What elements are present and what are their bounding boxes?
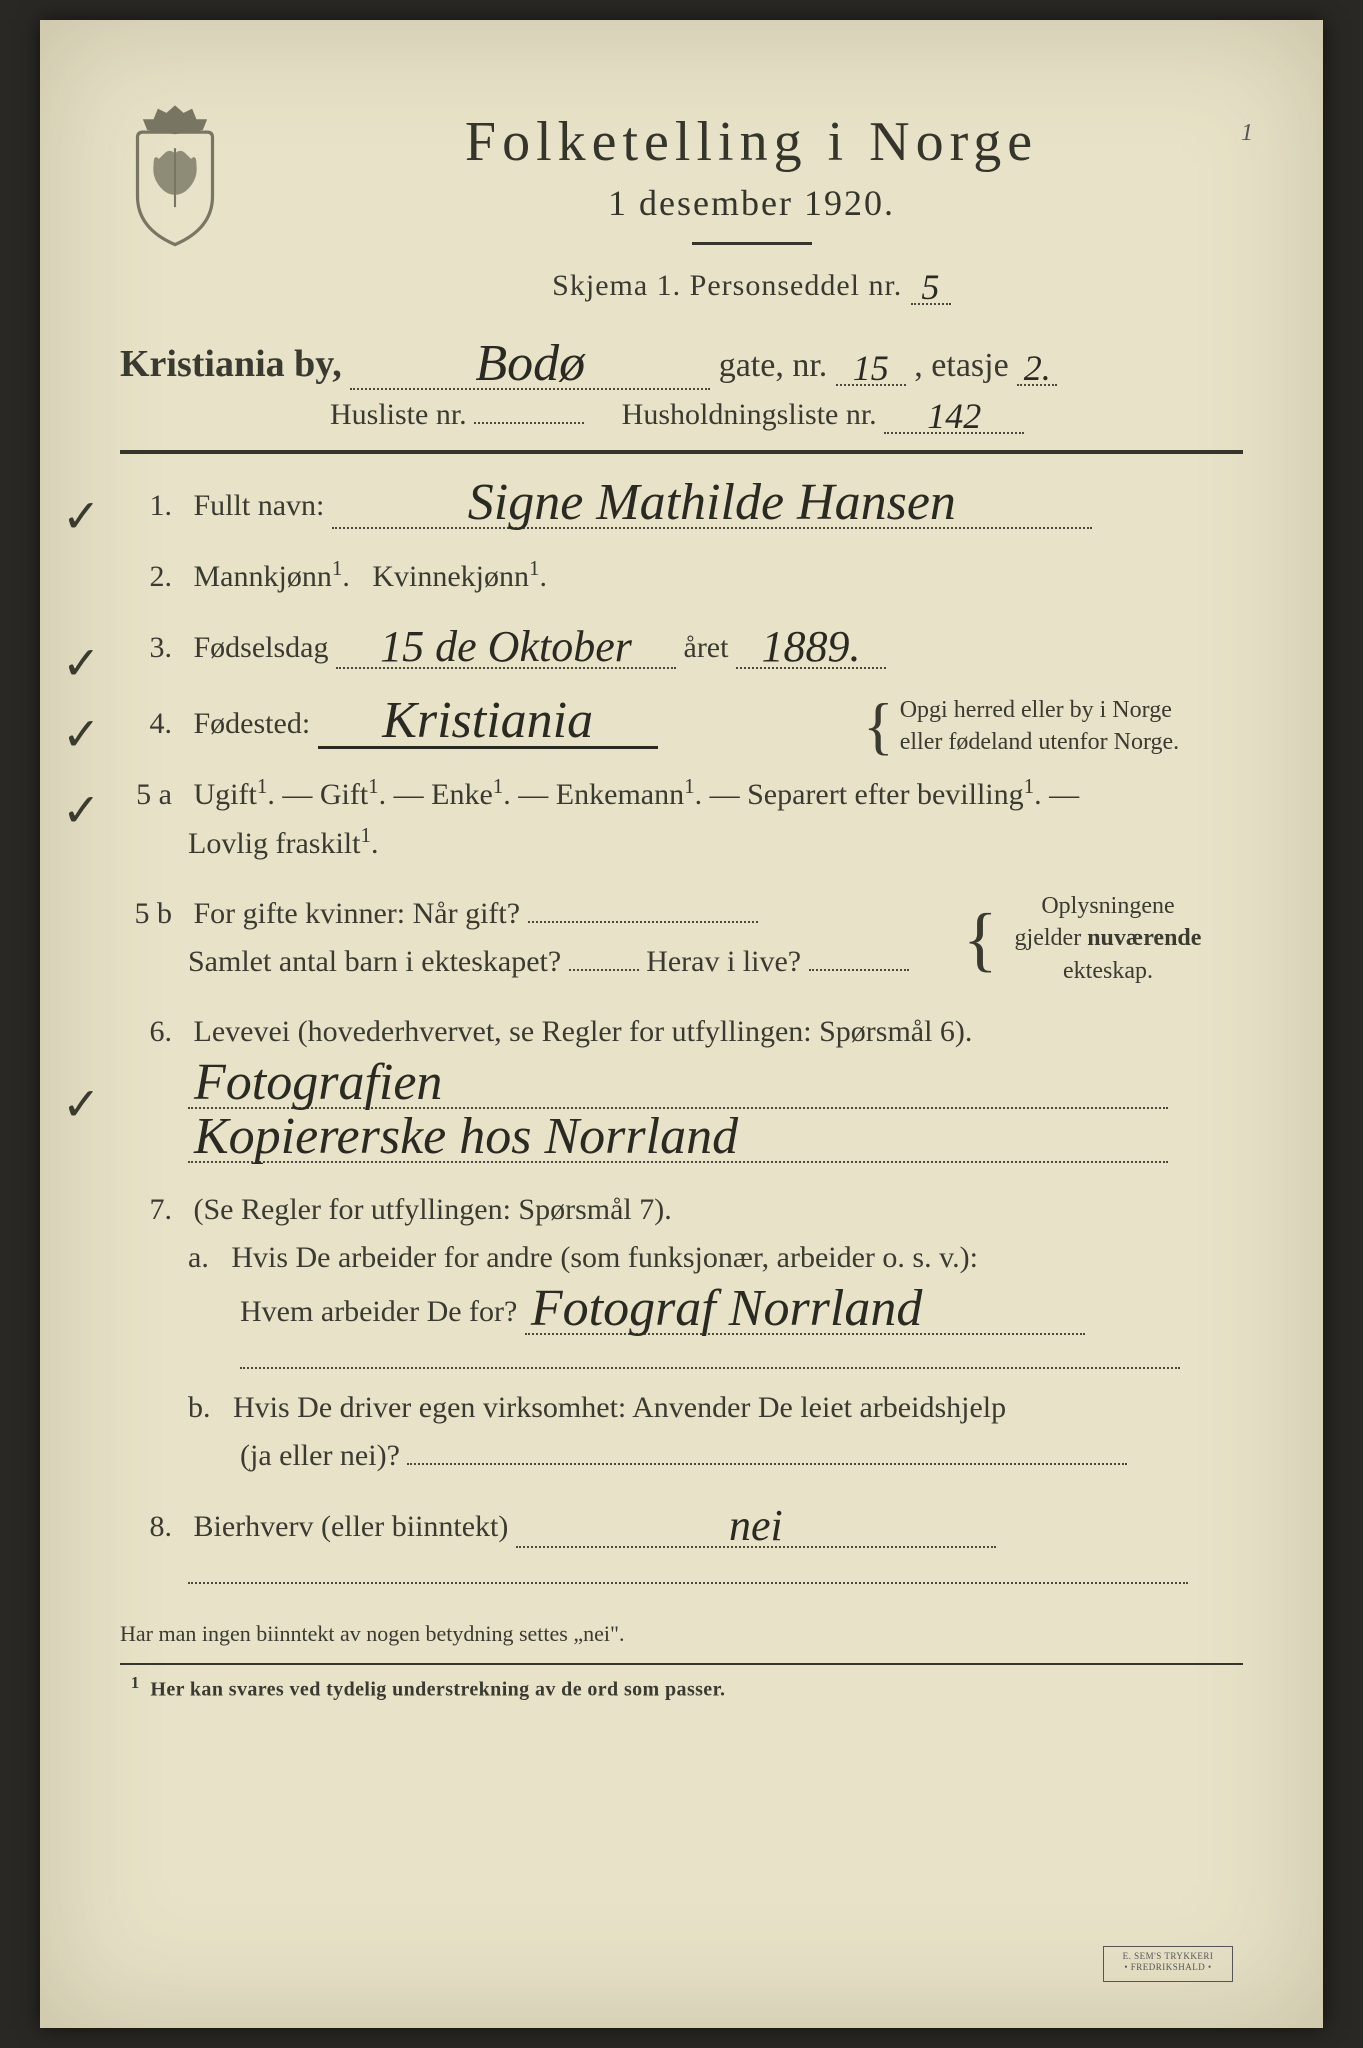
subtitle-date: 1 desember 1920. [260,182,1243,224]
check-icon: ✓ [62,1068,101,1142]
check-icon: ✓ [62,480,101,554]
husliste-nr [474,422,584,424]
q5b-note1: Oplysningene [1041,893,1174,919]
husliste-label: Husliste nr. [330,398,467,431]
q6-value1: Fotografien [188,1060,1168,1109]
address-row: Kristiania by, Bodø gate, nr. 15 , etasj… [120,337,1243,386]
printer-stamp: E. SEM'S TRYKKERI • FREDRIKSHALD • [1103,1946,1233,1982]
q4-row: ✓ { Opgi herred eller by i Norge eller f… [120,694,1243,748]
opt-ugift: Ugift1. [194,778,275,811]
footnote-1: Har man ingen biinntekt av nogen betydni… [120,1621,1243,1647]
q7b-label1: Hvis De driver egen virksomhet: Anvender… [233,1391,1006,1424]
q2-male: Mannkjønn1. [194,560,350,593]
q1-num: 1. [120,482,172,530]
q4-num: 4. [120,700,172,748]
q3-day: 15 de Oktober [336,627,676,669]
q5b-note2: gjelder [1015,925,1082,951]
q6-label: Levevei (hovederhvervet, se Regler for u… [194,1015,973,1048]
q7a-label2: Hvem arbeider De for? [240,1295,517,1328]
q5b-note2b: nuværende [1087,925,1201,951]
header: Folketelling i Norge 1 desember 1920. Sk… [120,90,1243,303]
q1-label: Fullt navn: [194,489,325,522]
etasje-label: , etasje [914,347,1008,384]
q5a-num: 5 a [120,771,172,819]
q5b-label3: Herav i live? [646,945,801,978]
check-icon: ✓ [62,774,101,848]
skjema-label: Skjema 1. Personseddel nr. [552,269,902,302]
stamp-line1: E. SEM'S TRYKKERI [1123,1951,1214,1961]
stamp-line2: • FREDRIKSHALD • [1124,1962,1211,1972]
coat-of-arms-icon [120,100,230,250]
city-label: Kristiania by, [120,343,342,385]
q6-row: 6. Levevei (hovederhvervet, se Regler fo… [120,1008,1243,1164]
q3-num: 3. [120,624,172,672]
q8-label: Bierhverv (eller biinntekt) [194,1510,509,1543]
opt-separert: Separert efter bevilling1. [747,778,1042,811]
q4-side-note: { Opgi herred eller by i Norge eller fød… [863,694,1243,759]
title-rule [692,242,812,245]
q8-value: nei [516,1506,996,1548]
q7a-value: Fotograf Norrland [525,1286,1085,1335]
q8-row: 8. Bierhverv (eller biinntekt) nei [120,1502,1243,1599]
footer-rule [120,1663,1243,1665]
q6-num: 6. [120,1008,172,1056]
opt-fraskilt: Lovlig fraskilt1. [188,827,378,860]
q2-num: 2. [120,553,172,601]
q5b-note3: ekteskap. [1063,958,1153,984]
husholdning-label: Husholdningsliste nr. [622,398,877,431]
etasje-nr: 2. [1017,352,1057,386]
skjema-line: Skjema 1. Personseddel nr. 5 [260,267,1243,303]
opt-gift: Gift1. [320,778,386,811]
q4-note1: Opgi herred eller by i Norge [900,697,1172,723]
q8-num: 8. [120,1503,172,1551]
gate-label: gate, nr. [719,347,828,384]
q5a-row: ✓ 5 a Ugift1. — Gift1. — Enke1. — Enkema… [120,770,1243,868]
check-icon: ✓ [62,698,101,772]
q3-row: ✓ 3. Fødselsdag 15 de Oktober året 1889. [120,623,1243,672]
brace-icon: { [863,707,894,745]
q6-value2: Kopiererske hos Norrland [188,1114,1168,1163]
husholdning-nr: 142 [884,400,1024,434]
q4-label: Fødested: [194,707,311,740]
title-block: Folketelling i Norge 1 desember 1920. Sk… [260,110,1243,303]
q3-label: Fødselsdag [194,631,329,664]
rule-after-header [120,450,1243,454]
q1-row: ✓ 1. Fullt navn: Signe Mathilde Hansen [120,476,1243,530]
q7a-label1: Hvis De arbeider for andre (som funksjon… [231,1241,978,1274]
q5b-side-note: { Oplysningene gjelder nuværende ekteska… [963,890,1243,987]
q7-label: (Se Regler for utfyllingen: Spørsmål 7). [194,1193,672,1226]
main-title: Folketelling i Norge [260,110,1243,174]
husliste-row: Husliste nr. Husholdningsliste nr. 142 [330,396,1243,432]
personseddel-nr: 5 [911,271,951,305]
footnote-2: 1 Her kan svares ved tydelig understrekn… [120,1673,1243,1702]
q5b-label1: For gifte kvinner: Når gift? [194,897,521,930]
page-corner-mark: 1 [1241,120,1253,147]
q7-row: 7. (Se Regler for utfyllingen: Spørsmål … [120,1186,1243,1480]
q3-year: 1889. [736,627,886,669]
q7b-letter: b. [188,1391,226,1424]
q2-row: 2. Mannkjønn1. Kvinnekjønn1. [120,552,1243,601]
gate-nr: 15 [836,352,906,386]
q1-value: Signe Mathilde Hansen [332,480,1092,529]
opt-enkemann: Enkemann1. [556,778,702,811]
q7b-label2: (ja eller nei)? [240,1439,400,1472]
q5b-num: 5 b [120,890,172,938]
q5b-row: { Oplysningene gjelder nuværende ekteska… [120,890,1243,986]
q3-year-label: året [684,631,729,664]
q4-value: Kristiania [318,698,658,749]
q5b-label2: Samlet antal barn i ekteskapet? [188,945,561,978]
q4-note2: eller fødeland utenfor Norge. [900,729,1179,755]
check-icon: ✓ [62,627,101,701]
census-form-page: 1 Folketelling i Norge 1 desember 1920. … [40,20,1323,2028]
q2-female: Kvinnekjønn1. [372,560,547,593]
opt-enke: Enke1. [431,778,511,811]
street-name: Bodø [350,341,710,390]
q7-num: 7. [120,1186,172,1234]
q7a-letter: a. [188,1241,224,1274]
